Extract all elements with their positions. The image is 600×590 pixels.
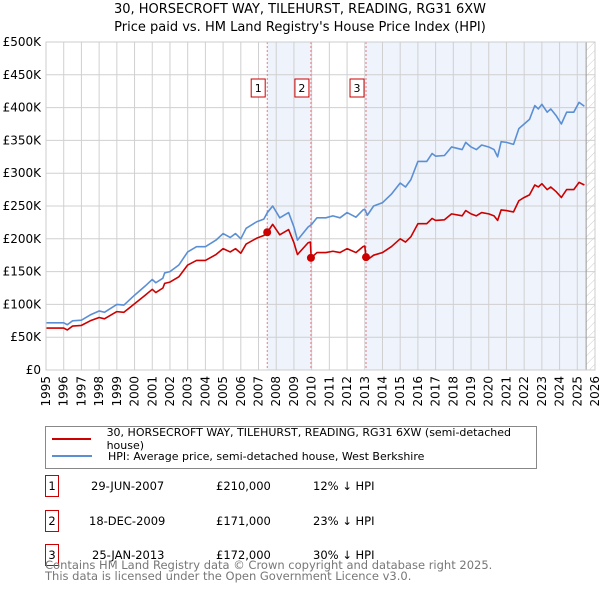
x-tick-label: 2019 [464, 376, 478, 407]
x-tick-label: 2001 [145, 376, 159, 407]
x-tick-label: 2023 [535, 376, 549, 407]
sale-price: £210,000 [216, 479, 271, 493]
footer-licence: This data is licensed under the Open Gov… [45, 569, 412, 583]
sale-marker-label: 1 [255, 82, 262, 95]
legend-label-hpi: HPI: Average price, semi-detached house,… [108, 449, 425, 463]
y-tick-label: £250K [3, 199, 43, 213]
x-tick-label: 2007 [252, 376, 266, 407]
sale-delta: 12% ↓ HPI [313, 479, 375, 493]
x-tick-label: 2008 [269, 376, 283, 407]
x-tick-label: 2015 [393, 376, 407, 407]
sale-price: £172,000 [216, 548, 271, 562]
sale-marker-badge [294, 78, 310, 98]
sale-date: 29-JUN-2007 [91, 479, 165, 493]
sale-badge: 1 [45, 475, 59, 497]
sale-delta: 30% ↓ HPI [313, 548, 375, 562]
y-tick-label: £300K [3, 166, 43, 180]
plot-border [45, 41, 596, 371]
sale-marker-label: 3 [354, 82, 361, 95]
x-tick-label: 2005 [216, 376, 230, 407]
x-tick-label: 1997 [74, 376, 88, 407]
sale-point [362, 253, 371, 262]
x-tick-label: 2018 [446, 376, 460, 407]
y-tick-label: £50K [10, 330, 42, 344]
sale-badge: 2 [45, 510, 59, 532]
property-price-line [46, 181, 585, 331]
x-tick-label: 2022 [517, 376, 531, 407]
sale-row: 3 25-JAN-2013 £172,000 30% ↓ HPI [45, 544, 545, 566]
x-tick-label: 2006 [234, 376, 248, 407]
y-tick-label: £150K [3, 265, 43, 279]
x-tick-label: 2012 [340, 376, 354, 407]
sale-badge: 3 [45, 544, 59, 566]
legend-swatch-property [52, 438, 91, 440]
x-tick-label: 2003 [181, 376, 195, 407]
x-tick-label: 1996 [57, 376, 71, 407]
y-tick-label: £400K [3, 101, 43, 115]
y-tick-label: £500K [3, 35, 43, 49]
footer: Contains HM Land Registry data © Crown c… [45, 558, 493, 583]
x-tick-label: 2021 [499, 376, 513, 407]
x-tick-label: 2017 [429, 376, 443, 407]
sale-price: £171,000 [216, 514, 271, 528]
legend-label-property: 30, HORSECROFT WAY, TILEHURST, READING, … [106, 426, 512, 452]
x-tick-label: 1998 [92, 376, 106, 407]
footer-copyright: Contains HM Land Registry data © Crown c… [45, 558, 493, 572]
x-tick-label: 2000 [128, 376, 142, 407]
sale-date: 25-JAN-2013 [92, 548, 165, 562]
x-tick-label: 2002 [163, 376, 177, 407]
legend-swatch-hpi [52, 455, 92, 457]
chart-title: 30, HORSECROFT WAY, TILEHURST, READING, … [113, 2, 487, 17]
x-tick-label: 2013 [358, 376, 372, 407]
y-tick-label: £350K [3, 133, 43, 147]
x-tick-label: 2011 [322, 376, 336, 407]
x-tick-label: 2024 [553, 376, 567, 407]
y-tick-label: £200K [3, 232, 43, 246]
x-tick-label: 2004 [198, 376, 212, 407]
sale-marker-badge [349, 78, 365, 98]
y-tick-label: £100K [3, 297, 43, 311]
sale-date: 18-DEC-2009 [89, 514, 166, 528]
sale-delta: 23% ↓ HPI [313, 514, 375, 528]
x-tick-label: 2014 [375, 376, 389, 407]
sale-marker-label: 2 [298, 82, 305, 95]
x-tick-label: 1995 [39, 376, 53, 407]
sale-row: 2 18-DEC-2009 £171,000 23% ↓ HPI [45, 510, 545, 532]
x-tick-label: 2009 [287, 376, 301, 407]
sale-point [306, 253, 315, 262]
sale-marker-badge [250, 78, 266, 98]
x-tick-label: 2010 [305, 376, 319, 407]
x-tick-label: 2025 [570, 376, 584, 407]
sale-point [263, 228, 272, 237]
x-tick-label: 2020 [482, 376, 496, 407]
legend: 30, HORSECROFT WAY, TILEHURST, READING, … [45, 426, 537, 469]
x-tick-label: 2016 [411, 376, 425, 407]
price-chart: 1995 1996 1997 1998 1999 2000 2001 2002 2003 2004… [3, 35, 600, 407]
y-tick-label: £450K [3, 68, 43, 82]
x-tick-label: 1999 [110, 376, 124, 407]
chart-subtitle: Price paid vs. HM Land Registry's House … [114, 20, 486, 35]
x-tick-label: 2026 [588, 376, 600, 407]
y-tick-label: £0 [26, 363, 41, 377]
sale-row: 1 29-JUN-2007 £210,000 12% ↓ HPI [45, 475, 545, 497]
hpi-line [46, 101, 585, 326]
